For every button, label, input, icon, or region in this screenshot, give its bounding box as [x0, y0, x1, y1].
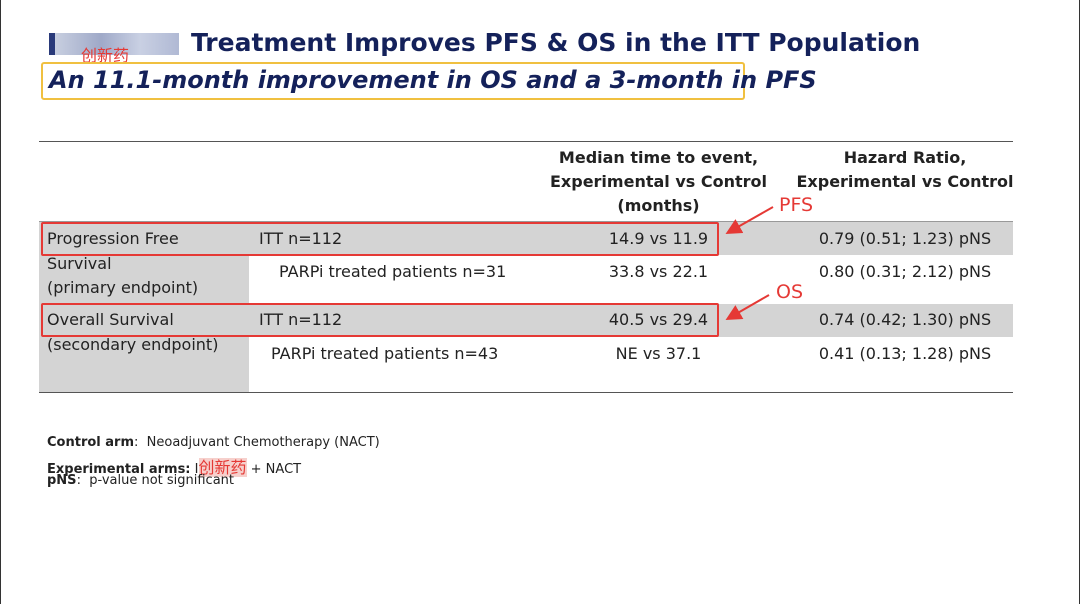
slide-subtitle: An 11.1-month improvement in OS and a 3-…: [41, 62, 817, 100]
blurred-drug-name: [49, 33, 179, 55]
os-highlight-box: [41, 303, 719, 337]
population-cell: ITT n=112: [259, 229, 343, 248]
group-label: Overall Survival: [47, 310, 174, 329]
footnote-control: Control arm: Neoadjuvant Chemotherapy (N…: [47, 435, 380, 450]
group-label: (secondary endpoint): [47, 335, 219, 354]
os-annotation: OS: [776, 281, 804, 303]
header-hazard-ratio: Hazard Ratio, Experimental vs Control: [796, 148, 1014, 191]
group-label: Survival: [47, 254, 112, 273]
group-label: Progression Free: [47, 229, 179, 248]
hr-cell: 0.79 (0.51; 1.23) pNS: [818, 229, 992, 248]
drug-tag: 创新药: [81, 46, 130, 65]
median-cell: 33.8 vs 22.1: [608, 262, 709, 281]
footnote-experimental: Experimental arms: I创新药 + NACT: [47, 458, 302, 477]
header-median: Median time to event, Experimental vs Con…: [549, 148, 767, 215]
group-label: (primary endpoint): [47, 278, 199, 297]
header-rule: [39, 221, 1013, 222]
pfs-highlight-box: [41, 222, 719, 256]
hr-cell: 0.80 (0.31; 2.12) pNS: [818, 262, 992, 281]
population-cell: ITT n=112: [259, 310, 343, 329]
population-cell: PARPi treated patients n=31: [279, 262, 507, 281]
pfs-annotation: PFS: [779, 194, 814, 216]
median-cell: 40.5 vs 29.4: [608, 310, 709, 329]
group-column: [39, 222, 249, 392]
hr-cell: 0.74 (0.42; 1.30) pNS: [818, 310, 992, 329]
median-cell: 14.9 vs 11.9: [608, 229, 709, 248]
median-cell: NE vs 37.1: [615, 344, 702, 363]
hr-cell: 0.41 (0.13; 1.28) pNS: [818, 344, 992, 363]
population-cell: PARPi treated patients n=43: [271, 344, 499, 363]
slide-title: Treatment Improves PFS & OS in the ITT P…: [191, 28, 921, 57]
footnote-pns: pNS: p-value not significant: [47, 473, 235, 488]
table-bottom-rule: [39, 392, 1013, 393]
table-top-rule: [39, 141, 1013, 142]
